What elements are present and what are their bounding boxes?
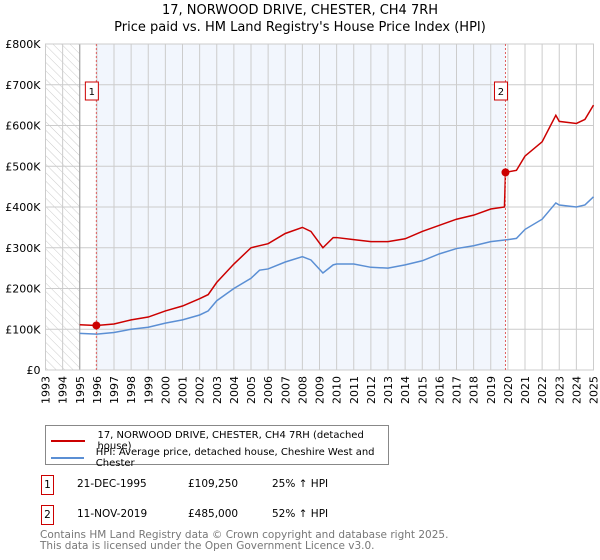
legend-label: HPI: Average price, detached house, Ches… (95, 447, 375, 469)
sale-hpi-diff: 25% ↑ HPI (272, 478, 329, 490)
sale-price: £109,250 (188, 478, 239, 490)
x-tick-label: 2007 (279, 376, 292, 404)
x-tick-label: 2021 (519, 376, 532, 404)
y-tick-label: £500K (5, 160, 41, 173)
y-tick-label: £600K (5, 120, 41, 133)
x-tick-label: 2025 (588, 376, 600, 404)
x-tick-label: 2002 (194, 376, 207, 404)
sale-marker-label: 2 (498, 87, 504, 98)
sale-row: 2 11-NOV-2019 £485,000 52% ↑ HPI (41, 505, 600, 525)
x-tick-label: 2017 (451, 376, 464, 404)
series-line (79, 104, 595, 327)
x-tick-label: 1997 (108, 376, 121, 404)
legend-item-hpi: HPI: Average price, detached house, Ches… (51, 447, 388, 469)
sale-hpi-diff: 52% ↑ HPI (272, 508, 329, 520)
x-tick-label: 2001 (177, 376, 190, 404)
x-tick-label: 2000 (159, 376, 172, 404)
y-tick-label: £400K (5, 201, 41, 214)
y-tick-label: £200K (5, 283, 41, 296)
sale-marker-box (84, 81, 99, 101)
legend-label: 17, NORWOOD DRIVE, CHESTER, CH4 7RH (det… (97, 430, 364, 452)
x-tick-label: 2004 (228, 376, 241, 404)
x-tick-label: 2024 (570, 376, 583, 404)
x-tick-label: 2012 (365, 376, 378, 404)
x-tick-label: 2014 (399, 376, 412, 404)
price-chart: 1 2 1993 1994 1995 1996 1997 1998 1999 2000 2001 20… (5, 38, 600, 404)
sale-marker: 2 (41, 505, 54, 525)
legend-item-property: 17, NORWOOD DRIVE, CHESTER, CH4 7RH (det… (51, 430, 388, 452)
legend-swatch (51, 440, 86, 442)
x-tick-label: 2020 (502, 376, 515, 404)
x-tick-label: 2019 (485, 376, 498, 404)
legend: 17, NORWOOD DRIVE, CHESTER, CH4 7RH (det… (45, 425, 389, 469)
x-tick-label: 2003 (211, 376, 224, 404)
y-tick-label: £300K (5, 242, 41, 255)
sale-marker-label: 1 (89, 87, 95, 98)
footer: Contains HM Land Registry data © Crown c… (40, 530, 448, 552)
x-tick-label: 1993 (40, 376, 53, 404)
plot-frame (45, 43, 594, 371)
x-tick-label: 2022 (536, 376, 549, 404)
sale-price: £485,000 (188, 508, 239, 520)
sale-marker-box (493, 81, 508, 101)
footer-licence: This data is licensed under the Open Gov… (40, 540, 375, 552)
x-tick-label: 2013 (382, 376, 395, 404)
x-tick-label: 2018 (468, 376, 481, 404)
sale-point (92, 321, 101, 330)
x-tick-label: 1995 (74, 376, 87, 404)
x-tick-label: 1999 (142, 376, 155, 404)
sale-marker: 1 (41, 475, 54, 495)
footer-copyright: Contains HM Land Registry data © Crown c… (40, 529, 449, 541)
x-tick-label: 2008 (296, 376, 309, 404)
sale-date: 21-DEC-1995 (77, 478, 147, 490)
x-tick-label: 2006 (262, 376, 275, 404)
x-tick-label: 2011 (348, 376, 361, 404)
sale-row: 1 21-DEC-1995 £109,250 25% ↑ HPI (41, 475, 600, 495)
x-tick-label: 2015 (416, 376, 429, 404)
x-tick-label: 1998 (125, 376, 138, 404)
sale-date: 11-NOV-2019 (77, 508, 148, 520)
series-line (79, 196, 595, 335)
x-tick-label: 2010 (331, 376, 344, 404)
y-tick-label: £100K (5, 323, 41, 336)
y-tick-label: £0 (27, 364, 41, 377)
chart-title: 17, NORWOOD DRIVE, CHESTER, CH4 7RH (161, 3, 439, 18)
x-tick-label: 1996 (91, 376, 104, 404)
y-tick-label: £700K (5, 79, 41, 92)
chart-subtitle: Price paid vs. HM Land Registry's House … (114, 20, 486, 35)
x-tick-label: 2009 (314, 376, 327, 404)
x-tick-label: 2005 (245, 376, 258, 404)
sale-point (501, 168, 510, 177)
y-tick-label: £800K (5, 38, 41, 51)
x-tick-label: 2016 (433, 376, 446, 404)
x-tick-label: 2023 (553, 376, 566, 404)
legend-swatch (51, 457, 84, 459)
x-tick-label: 1994 (57, 376, 70, 404)
